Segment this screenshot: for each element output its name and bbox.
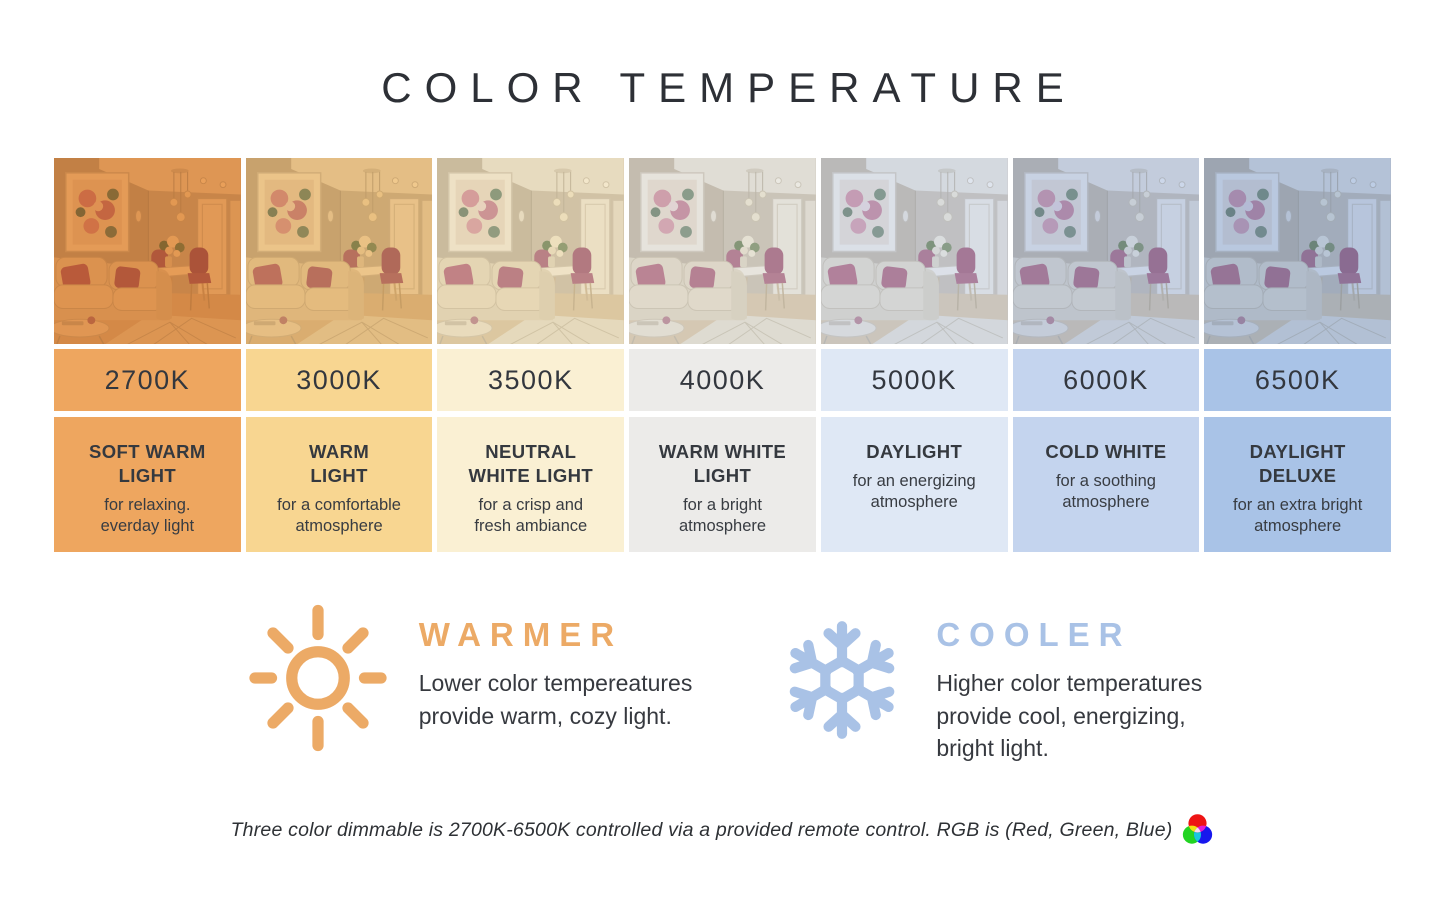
temperature-column-2700k: 2700K SOFT WARM LIGHT for relaxing. ever… — [54, 158, 241, 552]
room-photo — [245, 158, 433, 344]
cooler-legend: COOLER Higher color temperatures provide… — [778, 600, 1202, 765]
light-type-description: for relaxing. everday light — [100, 496, 195, 535]
kelvin-label: 6500K — [1204, 349, 1392, 411]
warmer-description: Lower color tempereatures provide warm, … — [418, 670, 693, 729]
temperature-grid: 2700K SOFT WARM LIGHT for relaxing. ever… — [54, 158, 1392, 552]
light-type-title: DAYLIGHT — [866, 441, 963, 462]
cooler-heading: COOLER — [936, 616, 1132, 653]
sun-icon — [243, 600, 393, 756]
light-type-title: NEUTRAL WHITE LIGHT — [468, 441, 594, 486]
temperature-column-5000k: 5000K DAYLIGHT for an energizing atmosph… — [820, 158, 1008, 552]
color-tint-overlay — [820, 158, 1008, 344]
rgb-circles-icon — [1181, 812, 1214, 848]
description-panel: SOFT WARM LIGHT for relaxing. everday li… — [54, 417, 241, 552]
light-type-title: COLD WHITE — [1045, 441, 1167, 462]
color-tint-overlay — [245, 158, 433, 344]
footnote-text: Three color dimmable is 2700K-6500K cont… — [230, 818, 1173, 841]
temperature-column-6500k: 6500K DAYLIGHT DELUXE for an extra brigh… — [1204, 158, 1392, 552]
temperature-column-6000k: 6000K COLD WHITE for a soothing atmosphe… — [1012, 158, 1200, 552]
kelvin-label: 2700K — [54, 349, 241, 411]
warmer-copy: WARMER Lower color tempereatures provide… — [419, 600, 693, 732]
kelvin-label: 6000K — [1012, 349, 1200, 411]
temperature-column-4000k: 4000K WARM WHITE LIGHT for a bright atmo… — [629, 158, 816, 552]
cooler-description: Higher color temperatures provide cool, … — [936, 670, 1203, 761]
kelvin-label: 4000K — [629, 349, 816, 411]
legend-section: WARMER Lower color tempereatures provide… — [0, 600, 1445, 765]
temperature-column-3000k: 3000K WARM LIGHT for a comfortable atmos… — [245, 158, 433, 552]
page-title: COLOR TEMPERATURE — [381, 64, 1077, 111]
description-panel: DAYLIGHT DELUXE for an extra bright atmo… — [1204, 417, 1392, 552]
light-type-description: for a crisp and fresh ambiance — [474, 496, 588, 535]
footnote: Three color dimmable is 2700K-6500K cont… — [0, 812, 1445, 848]
room-photo — [629, 158, 816, 344]
description-panel: NEUTRAL WHITE LIGHT for a crisp and fres… — [437, 417, 625, 552]
light-type-description: for an energizing atmosphere — [852, 472, 976, 511]
light-type-description: for a bright atmosphere — [678, 496, 767, 535]
temperature-column-3500k: 3500K NEUTRAL WHITE LIGHT for a crisp an… — [437, 158, 625, 552]
room-photo — [1012, 158, 1200, 344]
room-photo — [820, 158, 1008, 344]
kelvin-label: 3000K — [245, 349, 433, 411]
color-tint-overlay — [54, 158, 241, 344]
kelvin-label: 3500K — [437, 349, 625, 411]
snowflake-icon — [778, 600, 906, 760]
light-type-title: WARM WHITE LIGHT — [658, 441, 787, 486]
kelvin-label: 5000K — [820, 349, 1008, 411]
description-panel: WARM LIGHT for a comfortable atmosphere — [245, 417, 433, 552]
color-tint-overlay — [629, 158, 816, 344]
light-type-description: for an extra bright atmosphere — [1233, 496, 1363, 535]
cooler-copy: COOLER Higher color temperatures provide… — [936, 600, 1202, 765]
color-tint-overlay — [1204, 158, 1392, 344]
warmer-legend: WARMER Lower color tempereatures provide… — [243, 600, 693, 756]
description-panel: DAYLIGHT for an energizing atmosphere — [820, 417, 1008, 552]
description-panel: WARM WHITE LIGHT for a bright atmosphere — [629, 417, 816, 552]
color-tint-overlay — [1012, 158, 1200, 344]
description-panel: COLD WHITE for a soothing atmosphere — [1012, 417, 1200, 552]
light-type-title: DAYLIGHT DELUXE — [1249, 441, 1346, 486]
room-photo — [1204, 158, 1392, 344]
light-type-description: for a comfortable atmosphere — [277, 496, 401, 535]
light-type-title: SOFT WARM LIGHT — [89, 441, 206, 486]
light-type-title: WARM LIGHT — [308, 441, 370, 486]
room-photo — [437, 158, 625, 344]
room-photo — [54, 158, 241, 344]
color-tint-overlay — [437, 158, 625, 344]
warmer-heading: WARMER — [418, 616, 624, 653]
light-type-description: for a soothing atmosphere — [1055, 472, 1156, 511]
